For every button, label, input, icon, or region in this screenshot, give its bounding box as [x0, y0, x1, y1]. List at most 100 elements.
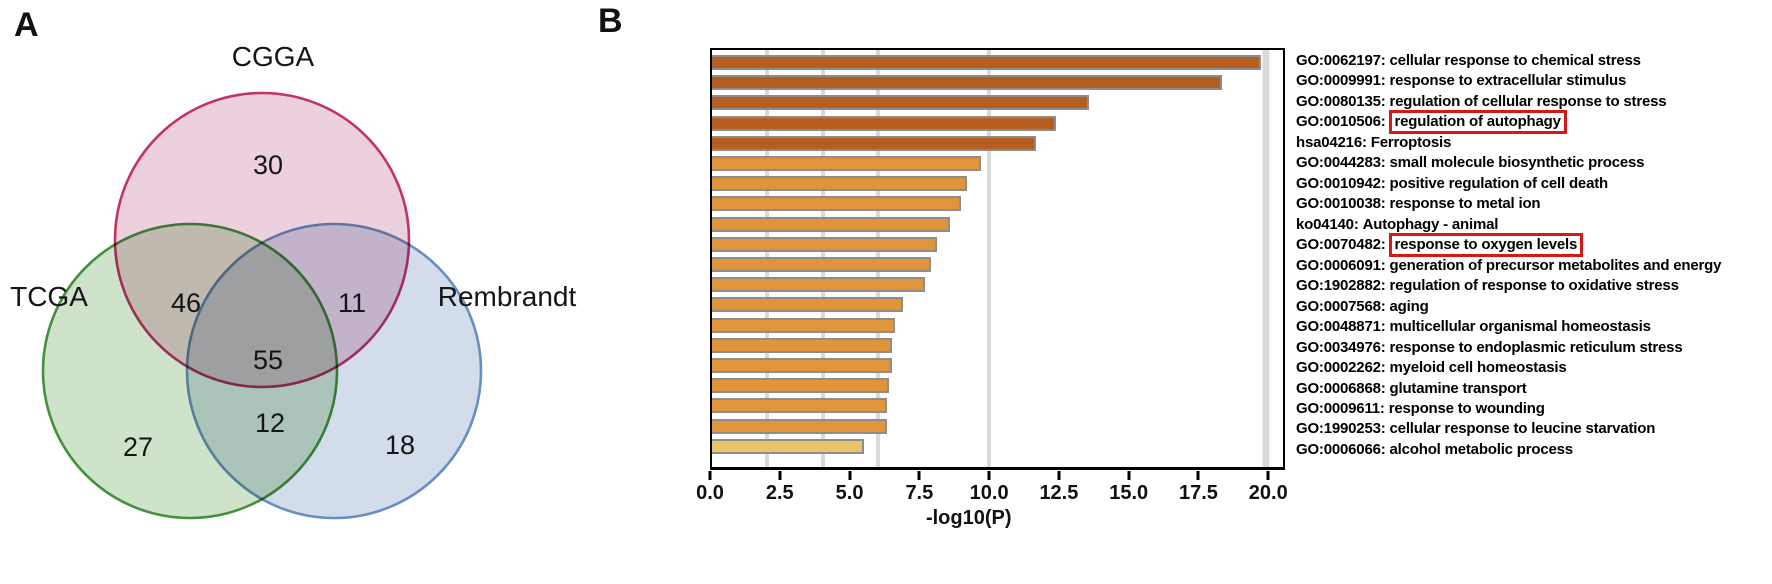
- term-description: generation of precursor metabolites and …: [1389, 256, 1722, 274]
- term-id: GO:0048871:: [1296, 318, 1386, 336]
- bar: [712, 75, 1223, 91]
- term-description: cellular response to chemical stress: [1389, 52, 1641, 69]
- bar: [712, 317, 895, 333]
- category-label: GO:0009991: response to extracellular sti…: [1296, 73, 1770, 88]
- bar-row: [712, 176, 1283, 192]
- category-label: GO:0034976: response to endoplasmic retic…: [1296, 340, 1770, 355]
- term-id: GO:0010038:: [1296, 195, 1386, 213]
- venn-count-cgga-rembrandt: 11: [338, 288, 366, 318]
- term-id: GO:0006066:: [1296, 440, 1386, 458]
- gridline: [987, 50, 992, 467]
- term-description: response to extracellular stimulus: [1389, 72, 1627, 90]
- term-id: GO:0009611:: [1296, 399, 1385, 417]
- term-description: Autophagy - animal: [1362, 215, 1499, 233]
- bar-row: [712, 216, 1283, 232]
- term-description: myeloid cell homeostasis: [1389, 359, 1567, 377]
- bar: [712, 257, 931, 273]
- venn-set-label-rembrandt: Rembrandt: [438, 281, 577, 312]
- term-description: positive regulation of cell death: [1389, 174, 1609, 192]
- term-id: GO:0080135:: [1296, 92, 1386, 110]
- bar-row: [712, 438, 1283, 454]
- x-tick-label: 12.5: [1039, 482, 1079, 504]
- x-tick-mark: [1196, 471, 1200, 480]
- x-tick-mark: [987, 471, 991, 480]
- term-description: small molecule biosynthetic process: [1389, 154, 1645, 172]
- bar-row: [712, 115, 1283, 131]
- term-id: GO:0034976:: [1296, 338, 1386, 356]
- bar: [712, 216, 951, 232]
- bar-row: [712, 75, 1283, 91]
- category-label: GO:0007568: aging: [1296, 299, 1770, 314]
- x-axis: -log10(P) 0.0 2.5 5.0 7.5 10.0 12.5 15.0 17.5 20…: [696, 470, 1288, 530]
- venn-circle-rembrandt: [185, 222, 483, 520]
- term-description: multicellular organismal homeostasis: [1389, 318, 1651, 336]
- category-label: ko04140: Autophagy - animal: [1296, 217, 1770, 232]
- term-id: GO:0010506:: [1296, 113, 1386, 131]
- category-label-column: GO:0062197: cellular response to chemical…: [1296, 48, 1770, 470]
- term-id: GO:0070482:: [1296, 236, 1386, 254]
- term-description: cellular response to leucine starvation: [1389, 420, 1656, 438]
- x-tick-label: 17.5: [1179, 482, 1218, 504]
- bar: [712, 438, 865, 454]
- term-description-highlighted: regulation of autophagy: [1388, 110, 1567, 135]
- x-axis-title: -log10(P): [925, 507, 1012, 529]
- x-tick-mark: [848, 471, 852, 480]
- category-label: GO:0048871: multicellular organismal home…: [1296, 319, 1770, 334]
- bar: [712, 297, 904, 313]
- bar-row: [712, 257, 1283, 273]
- bar: [712, 358, 893, 374]
- term-id: hsa04216:: [1296, 133, 1367, 151]
- term-id: GO:1990253:: [1296, 420, 1386, 438]
- term-id: GO:0006868:: [1296, 379, 1386, 397]
- x-tick-mark: [708, 471, 712, 480]
- bar: [712, 277, 926, 293]
- x-tick-mark: [917, 471, 921, 480]
- bar-row: [712, 337, 1283, 353]
- category-label: GO:0002262: myeloid cell homeostasis: [1296, 360, 1770, 375]
- panel-a-label: A: [14, 6, 39, 44]
- venn-count-tcga-only: 27: [123, 432, 153, 462]
- bar-row: [712, 418, 1283, 434]
- term-id: GO:0009991:: [1296, 72, 1386, 90]
- x-tick-label: 2.5: [765, 482, 794, 504]
- term-id: GO:0044283:: [1296, 154, 1386, 172]
- bar: [712, 196, 962, 212]
- term-id: GO:0002262:: [1296, 359, 1386, 377]
- bar-chart-plot-area: [710, 48, 1285, 470]
- x-tick-label: 5.0: [835, 482, 864, 504]
- panel-b-label: B: [598, 2, 623, 40]
- bar: [712, 95, 1089, 111]
- gridline: [1262, 50, 1270, 467]
- bar-row: [712, 236, 1283, 252]
- x-tick-label: 15.0: [1109, 482, 1149, 504]
- term-id: GO:0007568:: [1296, 297, 1386, 315]
- term-description: response to endoplasmic reticulum stress: [1389, 338, 1683, 356]
- bar-row: [712, 135, 1283, 151]
- bar: [712, 156, 981, 172]
- category-label: GO:0044283: small molecule biosynthetic p…: [1296, 155, 1770, 170]
- bar-row: [712, 317, 1283, 333]
- x-tick-mark: [1057, 471, 1061, 480]
- term-id: GO:1902882:: [1296, 277, 1386, 295]
- venn-set-label-tcga: TCGA: [10, 281, 88, 312]
- bar: [712, 378, 890, 394]
- category-label: GO:1990253: cellular response to leucine …: [1296, 421, 1770, 436]
- x-tick-mark: [1266, 471, 1270, 480]
- venn-count-all-three: 55: [253, 345, 283, 375]
- term-description-highlighted: response to oxygen levels: [1388, 233, 1584, 258]
- bar: [712, 236, 937, 252]
- venn-count-rembrandt-only: 18: [385, 430, 415, 460]
- bar-row: [712, 277, 1283, 293]
- x-tick-label: 10.0: [969, 482, 1009, 504]
- term-description: aging: [1389, 297, 1429, 315]
- bar: [712, 176, 967, 192]
- venn-count-tcga-rembrandt: 12: [255, 408, 285, 438]
- term-id: GO:0010942:: [1296, 174, 1386, 192]
- category-label: GO:0070482: response to oxygen levels: [1296, 233, 1770, 258]
- venn-diagram: CGGA TCGA Rembrandt 30 46 11 55 27 12 18: [10, 41, 577, 520]
- category-label: GO:0010506: regulation of autophagy: [1296, 110, 1770, 135]
- term-description: regulation of cellular response to stres…: [1389, 92, 1667, 110]
- bar-row: [712, 378, 1283, 394]
- category-label: hsa04216: Ferroptosis: [1296, 135, 1770, 150]
- category-label: GO:0009611: response to wounding: [1296, 401, 1770, 416]
